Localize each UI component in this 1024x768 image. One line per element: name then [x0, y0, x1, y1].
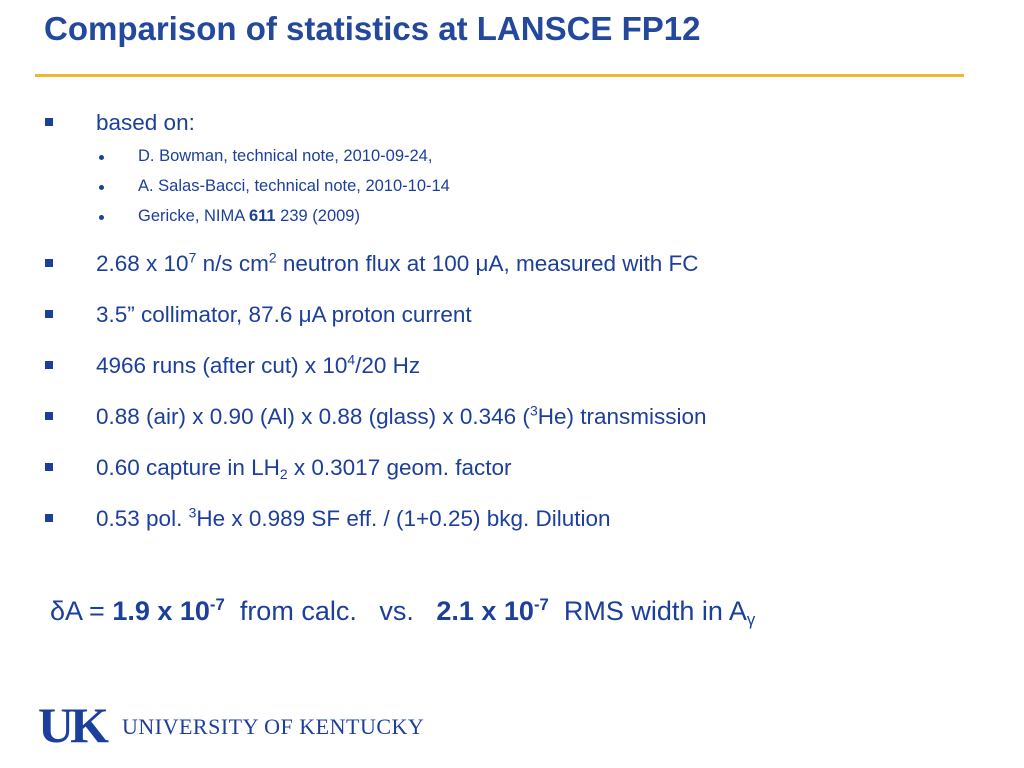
logo-mark: UK: [38, 697, 109, 753]
text: from calc. vs.: [224, 596, 437, 626]
text: D. Bowman, technical note, 2010-09-24,: [138, 147, 433, 165]
text: He) transmission: [537, 404, 707, 429]
sub-bullet-marker: [99, 215, 104, 220]
text: He x 0.989 SF eff. / (1+0.25) bkg. Dilut…: [196, 506, 611, 531]
text: x 0.3017 geom. factor: [287, 455, 512, 480]
text: neutron flux at 100 μA, measured with FC: [276, 251, 699, 276]
text: 2.1 x 10: [436, 596, 534, 626]
superscript: 7: [188, 249, 197, 266]
superscript: -7: [533, 594, 549, 614]
superscript: 3: [188, 504, 197, 521]
text: 0.53 pol.: [96, 506, 189, 531]
bullet-text: 0.88 (air) x 0.90 (Al) x 0.88 (glass) x …: [96, 404, 707, 430]
text: 239 (2009): [275, 207, 360, 225]
text: A. Salas-Bacci, technical note, 2010-10-…: [138, 177, 450, 195]
subscript: γ: [746, 610, 756, 630]
bullet-marker: [45, 463, 53, 471]
text: 4966 runs (after cut) x 10: [96, 353, 348, 378]
text: 3.5” collimator, 87.6 μA proton current: [96, 302, 472, 327]
sub-bullet-text: Gericke, NIMA 611 239 (2009): [138, 207, 360, 226]
bullet-marker: [45, 310, 53, 318]
text: based on:: [96, 110, 195, 135]
text: RMS width in A: [548, 596, 747, 626]
bullet-text: 4966 runs (after cut) x 104/20 Hz: [96, 353, 420, 379]
logo-text: UNIVERSITY OF KENTUCKY: [122, 714, 425, 739]
text: δA =: [50, 596, 113, 626]
superscript: 4: [347, 351, 356, 368]
text: 0.60 capture in LH: [96, 455, 280, 480]
sub-bullet-marker: [99, 185, 104, 190]
sub-bullet-text: A. Salas-Bacci, technical note, 2010-10-…: [138, 177, 450, 196]
text: 611: [248, 207, 276, 225]
slide-title: Comparison of statistics at LANSCE FP12: [44, 10, 701, 47]
text: /20 Hz: [355, 353, 421, 378]
subscript: 2: [279, 466, 288, 483]
sub-bullet-text: D. Bowman, technical note, 2010-09-24,: [138, 147, 432, 166]
bullet-text: 0.60 capture in LH2 x 0.3017 geom. facto…: [96, 455, 512, 481]
bullet-marker: [45, 118, 53, 126]
sub-bullet-marker: [99, 155, 104, 160]
bullet-marker: [45, 514, 53, 522]
bullet-text: 2.68 x 107 n/s cm2 neutron flux at 100 μ…: [96, 251, 699, 277]
text: 1.9 x 10: [112, 596, 210, 626]
bullet-text: 0.53 pol. 3He x 0.989 SF eff. / (1+0.25)…: [96, 506, 611, 532]
title-rule: [35, 74, 964, 77]
bullet-text: based on:: [96, 110, 195, 136]
superscript: 2: [268, 249, 277, 266]
superscript: -7: [209, 594, 225, 614]
bullet-marker: [45, 412, 53, 420]
text: Gericke, NIMA: [138, 207, 249, 225]
bullet-text: 3.5” collimator, 87.6 μA proton current: [96, 302, 472, 328]
superscript: 3: [529, 402, 538, 419]
text: 0.88 (air) x 0.90 (Al) x 0.88 (glass) x …: [96, 404, 530, 429]
summary: δA = 1.9 x 10-7 from calc. vs. 2.1 x 10-…: [50, 594, 756, 630]
text: n/s cm: [196, 251, 269, 276]
bullet-marker: [45, 361, 53, 369]
text: 2.68 x 10: [96, 251, 189, 276]
bullet-marker: [45, 259, 53, 267]
